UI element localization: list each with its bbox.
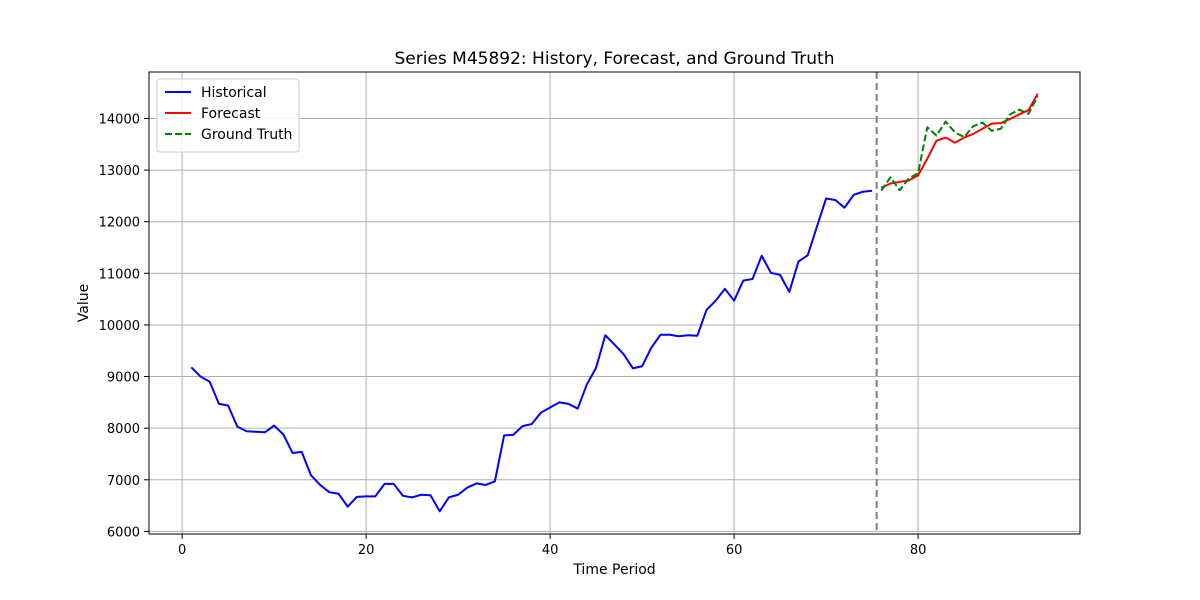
series-line-historical (190, 189, 873, 513)
y-axis-ticks: 6000 7000 8000 9000 10000 11000 12000 13000 1400… (99, 112, 149, 540)
x-tick-label: 60 (726, 543, 743, 558)
y-tick-label: 11000 (99, 267, 140, 282)
chart-title: Series M45892: History, Forecast, and Gr… (395, 49, 835, 69)
y-tick-label: 8000 (107, 422, 140, 437)
legend-box (156, 78, 300, 153)
legend-label: Forecast (201, 106, 261, 122)
plot-area-frame (148, 71, 1081, 535)
y-tick-label: 12000 (99, 216, 140, 231)
x-axis-title: Time Period (572, 562, 655, 578)
x-tick-label: 0 (178, 543, 186, 558)
y-axis-title: Value (76, 284, 92, 322)
grid-lines (149, 72, 1080, 534)
y-tick-label: 10000 (99, 319, 140, 334)
x-tick-label: 40 (542, 543, 559, 558)
legend: Historical Forecast Ground Truth (156, 78, 300, 153)
y-tick-label: 7000 (107, 474, 140, 489)
series-lines (190, 93, 1039, 513)
series-line-forecast (880, 93, 1039, 189)
y-tick-label: 14000 (99, 112, 140, 127)
y-tick-label: 6000 (107, 525, 140, 540)
y-tick-label: 9000 (107, 371, 140, 386)
series-line-ground-truth (880, 95, 1039, 192)
legend-label: Historical (201, 85, 267, 101)
y-tick-label: 13000 (99, 164, 140, 179)
x-axis-ticks: 0 20 40 60 80 (178, 534, 926, 558)
x-tick-label: 80 (910, 543, 927, 558)
legend-label: Ground Truth (201, 127, 292, 143)
x-tick-label: 20 (358, 543, 375, 558)
